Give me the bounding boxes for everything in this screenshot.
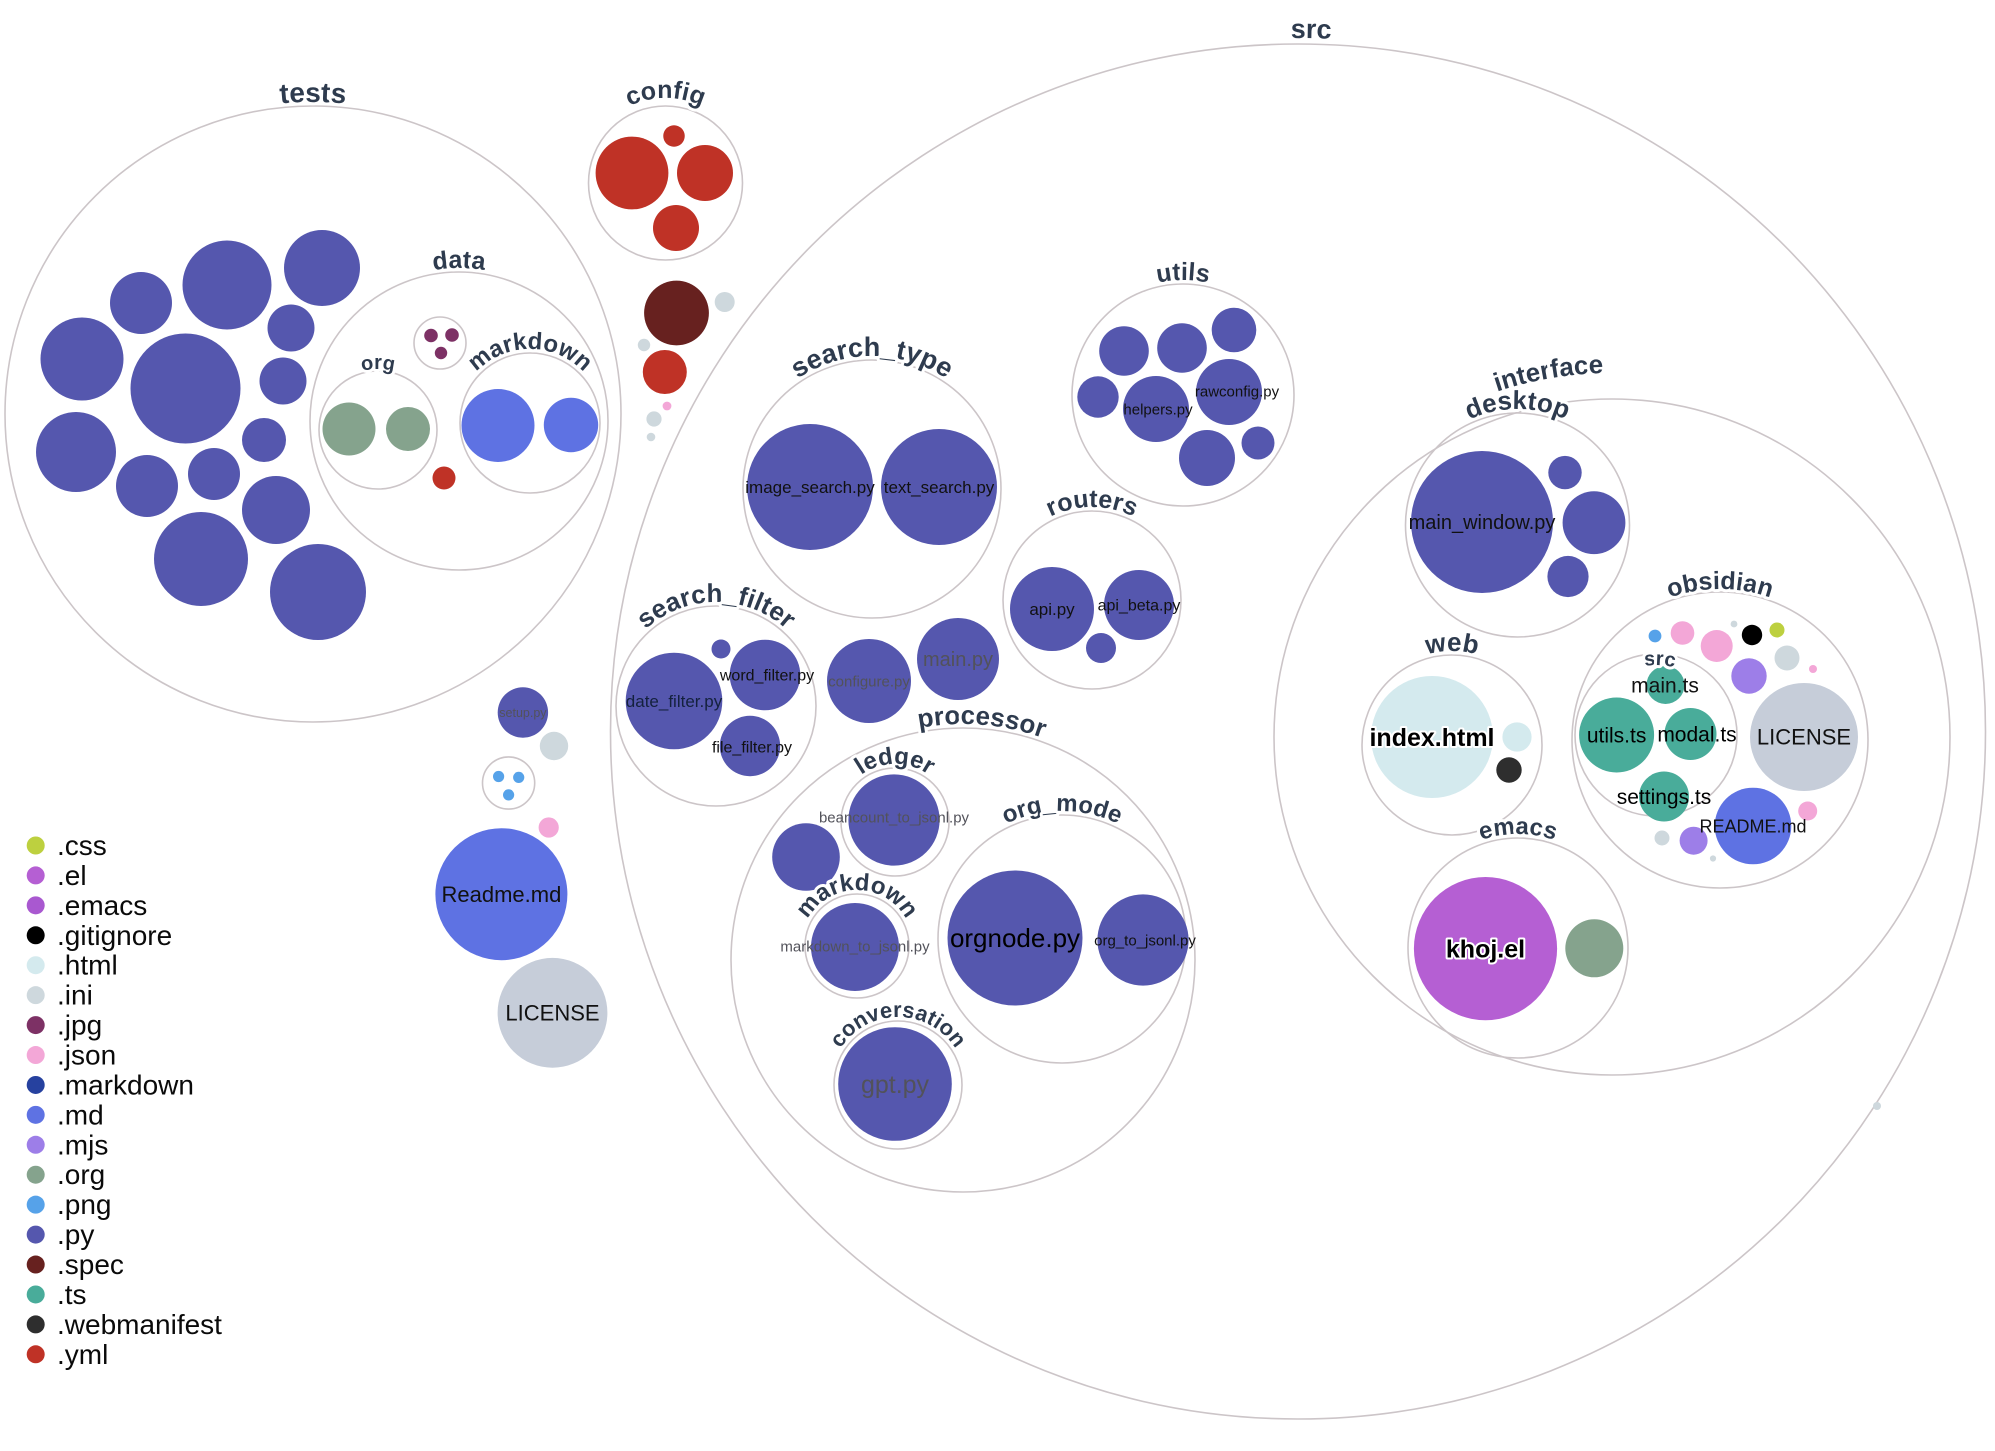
svg-text:web: web (1422, 627, 1481, 660)
svg-text:text_search.py: text_search.py (884, 478, 995, 497)
svg-text:.mjs: .mjs (57, 1129, 108, 1160)
svg-text:data: data (431, 246, 488, 276)
svg-text:helpers.py: helpers.py (1123, 401, 1193, 418)
svg-text:.ini: .ini (57, 980, 93, 1011)
svg-text:LICENSE: LICENSE (505, 1001, 599, 1026)
svg-text:utils.ts: utils.ts (1587, 724, 1647, 747)
svg-text:modal.ts: modal.ts (1657, 723, 1736, 746)
svg-text:main.py: main.py (923, 649, 993, 671)
svg-text:.spec: .spec (57, 1249, 124, 1280)
svg-text:main_window.py: main_window.py (1409, 512, 1556, 534)
svg-text:.jpg: .jpg (57, 1010, 102, 1041)
svg-text:api.py: api.py (1029, 600, 1075, 619)
svg-text:api_beta.py: api_beta.py (1098, 598, 1181, 615)
svg-text:tests: tests (278, 77, 347, 110)
svg-text:word_filter.py: word_filter.py (719, 668, 814, 685)
svg-text:gpt.py: gpt.py (861, 1071, 930, 1099)
svg-text:settings.ts: settings.ts (1617, 786, 1712, 809)
svg-text:src: src (1643, 648, 1677, 672)
svg-text:.webmanifest: .webmanifest (57, 1309, 222, 1340)
svg-text:main.ts: main.ts (1631, 674, 1699, 697)
svg-text:khoj.el: khoj.el (1446, 935, 1525, 963)
svg-text:file_filter.py: file_filter.py (712, 740, 792, 757)
svg-text:setup.py: setup.py (499, 706, 547, 720)
svg-text:Readme.md: Readme.md (441, 882, 561, 907)
svg-text:.html: .html (57, 950, 118, 981)
svg-text:beancount_to_jsonl.py: beancount_to_jsonl.py (819, 809, 970, 826)
svg-text:.markdown: .markdown (57, 1069, 194, 1100)
svg-text:index.html: index.html (1369, 724, 1494, 752)
svg-text:markdown_to_jsonl.py: markdown_to_jsonl.py (780, 938, 930, 955)
svg-text:.el: .el (57, 860, 87, 891)
svg-text:.org: .org (57, 1159, 105, 1190)
svg-text:.py: .py (57, 1219, 94, 1250)
svg-text:LICENSE: LICENSE (1757, 725, 1851, 750)
svg-text:.ts: .ts (57, 1279, 87, 1310)
svg-text:README.md: README.md (1699, 816, 1806, 836)
svg-text:utils: utils (1154, 258, 1212, 289)
svg-text:configure.py: configure.py (828, 673, 910, 690)
svg-text:org_to_jsonl.py: org_to_jsonl.py (1094, 932, 1196, 949)
svg-text:.yml: .yml (57, 1339, 108, 1370)
svg-text:.json: .json (57, 1040, 116, 1071)
svg-text:date_filter.py: date_filter.py (626, 692, 723, 711)
svg-text:org: org (359, 352, 396, 376)
svg-text:src: src (1291, 14, 1332, 45)
svg-text:.gitignore: .gitignore (57, 920, 172, 951)
svg-text:orgnode.py: orgnode.py (950, 923, 1080, 953)
svg-text:.css: .css (57, 830, 107, 861)
svg-text:.png: .png (57, 1189, 112, 1220)
svg-text:rawconfig.py: rawconfig.py (1195, 383, 1280, 400)
svg-text:.md: .md (57, 1099, 104, 1130)
svg-text:.emacs: .emacs (57, 890, 147, 921)
svg-text:image_search.py: image_search.py (745, 478, 875, 497)
